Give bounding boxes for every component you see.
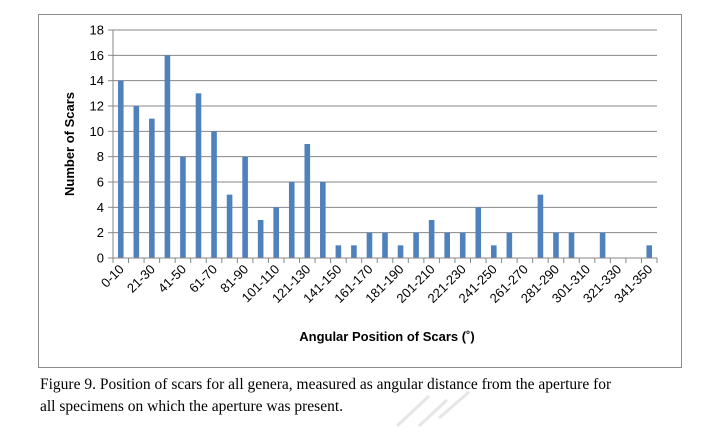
- x-tick-label: 21-30: [124, 262, 158, 296]
- axes: [112, 30, 658, 263]
- gridlines: [108, 29, 657, 259]
- bar: [242, 156, 248, 258]
- bar: [149, 118, 155, 259]
- bar-chart: 0 2 4 6 8 10 12 14 16 18 0-1021-3041-5061-7081-90…: [62, 23, 658, 344]
- bar: [133, 106, 140, 258]
- bar: [599, 232, 606, 258]
- caption-line-2: all specimens on which the aperture was …: [40, 398, 344, 415]
- y-tick-label: 8: [97, 149, 104, 164]
- bar: [568, 232, 575, 258]
- bar: [413, 232, 419, 258]
- chart-frame: [38, 14, 682, 368]
- bar: [304, 144, 311, 258]
- y-tick-label: 2: [97, 225, 104, 240]
- caption-line-1: Figure 9. Position of scars for all gene…: [40, 376, 612, 393]
- y-tick-label: 16: [90, 48, 104, 63]
- bar: [117, 80, 124, 259]
- x-axis-title: Angular Position of Scars (˚): [299, 329, 475, 344]
- bar: [366, 232, 373, 258]
- bar: [506, 232, 513, 258]
- y-tick-label: 10: [90, 124, 104, 139]
- bar: [320, 182, 326, 258]
- bars: [117, 55, 653, 259]
- x-tick-label: 61-70: [186, 262, 220, 296]
- bar: [444, 232, 450, 258]
- bar: [553, 232, 559, 258]
- bar: [351, 245, 357, 258]
- bar: [195, 93, 202, 258]
- bar: [397, 245, 404, 258]
- y-tick-label: 12: [90, 99, 104, 114]
- bar: [428, 220, 435, 258]
- watermark-stroke: [395, 390, 470, 428]
- bar: [459, 232, 466, 258]
- x-tick-label: 0-10: [98, 262, 127, 291]
- y-tick-labels: 0 2 4 6 8 10 12 14 16 18: [90, 23, 104, 266]
- y-tick-label: 6: [97, 175, 104, 190]
- y-tick-label: 18: [90, 23, 104, 38]
- bar: [537, 194, 544, 258]
- bar: [211, 131, 217, 258]
- figure-caption: Figure 9. Position of scars for all gene…: [40, 374, 700, 418]
- bar: [226, 194, 233, 258]
- bar: [257, 220, 264, 258]
- bar: [335, 245, 342, 258]
- bar: [491, 245, 497, 258]
- bar: [475, 207, 482, 258]
- y-tick-label: 4: [97, 200, 104, 215]
- bar: [382, 232, 388, 258]
- y-axis-title: Number of Scars: [62, 92, 77, 196]
- y-tick-label: 0: [97, 251, 104, 266]
- x-tick-label: 41-50: [155, 262, 189, 296]
- y-tick-label: 14: [90, 73, 104, 88]
- bar: [273, 207, 279, 258]
- bar: [180, 156, 186, 258]
- bar: [646, 245, 653, 258]
- bar: [288, 182, 295, 258]
- bar: [164, 55, 171, 259]
- x-tick-labels: 0-1021-3041-5061-7081-90101-110121-13014…: [98, 262, 655, 306]
